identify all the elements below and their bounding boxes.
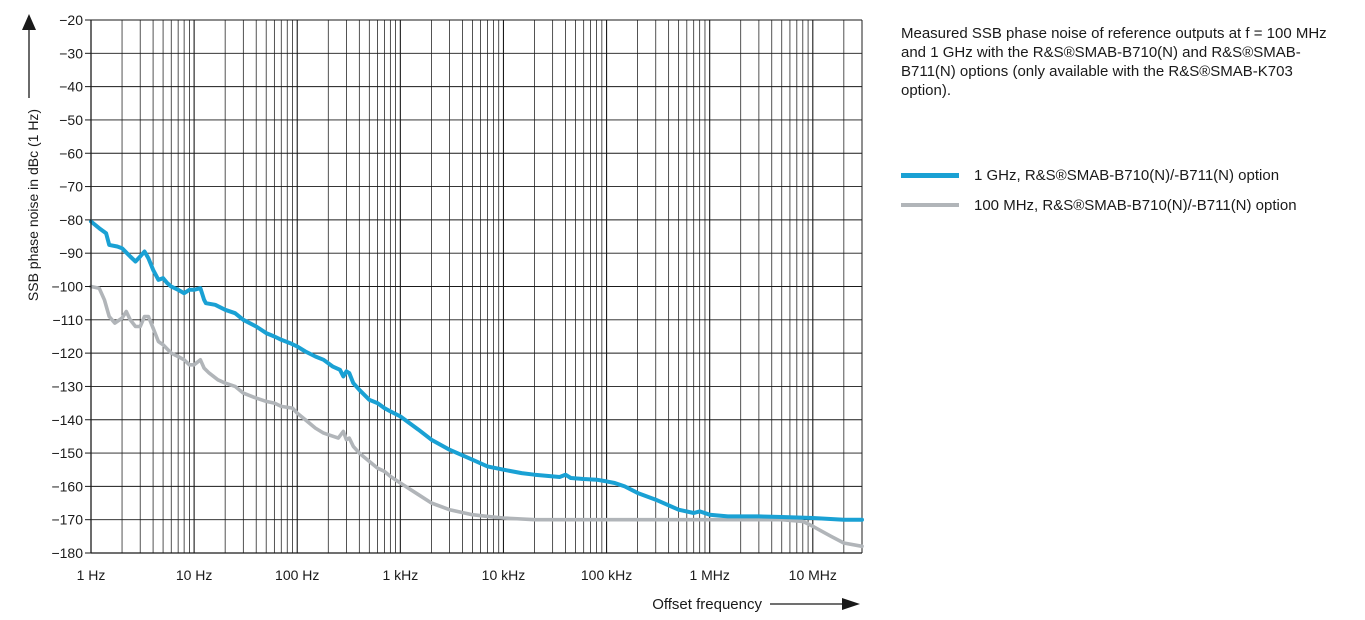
x-tick-label: 100 Hz bbox=[275, 567, 319, 583]
legend-label-1ghz: 1 GHz, R&S®SMAB-B710(N)/-B711(N) option bbox=[974, 166, 1280, 184]
legend-swatch-1ghz bbox=[901, 172, 959, 178]
y-tick-label: −30 bbox=[59, 45, 83, 61]
y-tick-label: −80 bbox=[59, 212, 83, 228]
x-tick-label: 10 MHz bbox=[789, 567, 837, 583]
x-tick-label: 100 kHz bbox=[581, 567, 632, 583]
y-tick-label: −60 bbox=[59, 145, 83, 161]
y-tick-label: −20 bbox=[59, 12, 83, 28]
y-tick-label: −70 bbox=[59, 179, 83, 195]
y-tick-label: −40 bbox=[59, 79, 83, 95]
y-tick-label: −110 bbox=[53, 312, 84, 328]
x-tick-label: 1 kHz bbox=[382, 567, 418, 583]
x-tick-label: 1 MHz bbox=[689, 567, 729, 583]
chart-caption: Measured SSB phase noise of reference ou… bbox=[901, 25, 1327, 99]
series-line-100mhz bbox=[89, 284, 864, 549]
x-tick-label: 10 kHz bbox=[482, 567, 526, 583]
grid bbox=[90, 19, 863, 554]
y-tick-label: −130 bbox=[51, 378, 83, 394]
y-tick-label: −100 bbox=[51, 279, 83, 295]
y-axis-arrow-icon bbox=[22, 14, 36, 30]
x-axis-label: Offset frequency bbox=[652, 596, 762, 613]
legend-label-100mhz: 100 MHz, R&S®SMAB-B710(N)/-B711(N) optio… bbox=[974, 196, 1297, 214]
y-tick-label: −50 bbox=[59, 112, 83, 128]
x-tick-label: 10 Hz bbox=[176, 567, 213, 583]
series-lines bbox=[89, 219, 864, 549]
y-tick-label: −180 bbox=[51, 545, 83, 561]
y-tick-label: −150 bbox=[51, 445, 83, 461]
y-tick-label: −90 bbox=[59, 245, 83, 261]
legend-item-100mhz: 100 MHz, R&S®SMAB-B710(N)/-B711(N) optio… bbox=[901, 190, 1297, 220]
legend-item-1ghz: 1 GHz, R&S®SMAB-B710(N)/-B711(N) option bbox=[901, 160, 1297, 190]
legend: 1 GHz, R&S®SMAB-B710(N)/-B711(N) option … bbox=[901, 160, 1297, 220]
y-tick-label: −170 bbox=[51, 512, 83, 528]
y-tick-label: −160 bbox=[51, 478, 83, 494]
y-axis-label: SSB phase noise in dBc (1 Hz) bbox=[25, 109, 41, 301]
x-axis-arrow-icon bbox=[842, 598, 860, 610]
x-tick-label: 1 Hz bbox=[77, 567, 106, 583]
tick-labels: −20 −30 −40 −50 −60 −70 −80 −90 −100 −110 −120 −130… bbox=[51, 12, 836, 583]
legend-swatch-100mhz bbox=[901, 203, 959, 207]
series-line-1ghz bbox=[89, 219, 864, 522]
y-tick-label: −140 bbox=[51, 412, 83, 428]
y-tick-label: −120 bbox=[51, 345, 83, 361]
